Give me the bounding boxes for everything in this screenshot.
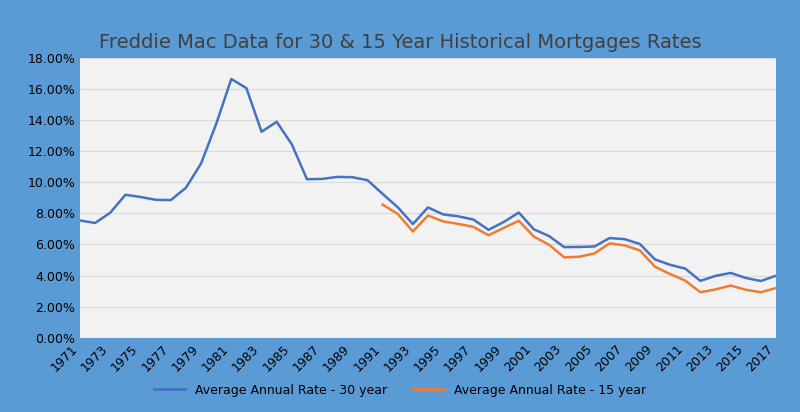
Average Annual Rate - 15 year	[454, 221, 463, 226]
Average Annual Rate - 15 year	[620, 243, 630, 248]
Average Annual Rate - 30 year	[136, 194, 146, 199]
Average Annual Rate - 30 year	[211, 122, 221, 126]
Average Annual Rate - 30 year	[347, 175, 357, 180]
Average Annual Rate - 30 year	[408, 222, 418, 227]
Average Annual Rate - 15 year	[756, 290, 766, 295]
Average Annual Rate - 30 year	[756, 279, 766, 283]
Average Annual Rate - 30 year	[438, 212, 448, 217]
Average Annual Rate - 30 year	[484, 227, 494, 232]
Average Annual Rate - 15 year	[635, 248, 645, 253]
Average Annual Rate - 30 year	[75, 218, 85, 223]
Average Annual Rate - 30 year	[454, 214, 463, 219]
Average Annual Rate - 30 year	[181, 185, 190, 190]
Average Annual Rate - 30 year	[681, 266, 690, 271]
Average Annual Rate - 15 year	[605, 241, 614, 246]
Average Annual Rate - 15 year	[469, 225, 478, 229]
Average Annual Rate - 30 year	[287, 142, 297, 147]
Average Annual Rate - 30 year	[302, 177, 312, 182]
Average Annual Rate - 15 year	[499, 225, 509, 230]
Average Annual Rate - 30 year	[605, 236, 614, 241]
Average Annual Rate - 30 year	[695, 279, 705, 283]
Average Annual Rate - 15 year	[574, 254, 584, 259]
Average Annual Rate - 30 year	[121, 192, 130, 197]
Average Annual Rate - 30 year	[378, 192, 387, 197]
Average Annual Rate - 30 year	[574, 244, 584, 249]
Average Annual Rate - 15 year	[529, 234, 538, 239]
Average Annual Rate - 30 year	[559, 245, 569, 250]
Line: Average Annual Rate - 15 year: Average Annual Rate - 15 year	[382, 205, 776, 292]
Average Annual Rate - 15 year	[393, 211, 402, 216]
Average Annual Rate - 15 year	[681, 278, 690, 283]
Average Annual Rate - 15 year	[590, 251, 599, 256]
Average Annual Rate - 30 year	[362, 178, 372, 183]
Average Annual Rate - 15 year	[438, 219, 448, 224]
Average Annual Rate - 30 year	[226, 77, 236, 82]
Average Annual Rate - 30 year	[242, 86, 251, 91]
Legend: Average Annual Rate - 30 year, Average Annual Rate - 15 year: Average Annual Rate - 30 year, Average A…	[149, 379, 651, 402]
Average Annual Rate - 30 year	[151, 197, 161, 202]
Average Annual Rate - 15 year	[514, 218, 523, 223]
Average Annual Rate - 15 year	[710, 287, 720, 292]
Average Annual Rate - 30 year	[741, 276, 750, 281]
Average Annual Rate - 15 year	[559, 255, 569, 260]
Average Annual Rate - 30 year	[499, 220, 509, 225]
Average Annual Rate - 15 year	[695, 290, 705, 295]
Average Annual Rate - 30 year	[90, 220, 100, 225]
Average Annual Rate - 30 year	[272, 119, 282, 124]
Average Annual Rate - 30 year	[590, 244, 599, 249]
Average Annual Rate - 30 year	[393, 205, 402, 210]
Average Annual Rate - 30 year	[196, 161, 206, 166]
Average Annual Rate - 30 year	[771, 273, 781, 278]
Average Annual Rate - 30 year	[333, 174, 342, 179]
Average Annual Rate - 30 year	[106, 210, 115, 215]
Average Annual Rate - 15 year	[741, 287, 750, 292]
Average Annual Rate - 15 year	[666, 272, 675, 276]
Text: Freddie Mac Data for 30 & 15 Year Historical Mortgages Rates: Freddie Mac Data for 30 & 15 Year Histor…	[98, 33, 702, 52]
Average Annual Rate - 15 year	[484, 233, 494, 238]
Average Annual Rate - 30 year	[650, 257, 660, 262]
Average Annual Rate - 30 year	[544, 234, 554, 239]
Average Annual Rate - 30 year	[666, 262, 675, 267]
Average Annual Rate - 30 year	[469, 217, 478, 222]
Average Annual Rate - 30 year	[635, 241, 645, 246]
Average Annual Rate - 15 year	[408, 229, 418, 234]
Average Annual Rate - 15 year	[378, 202, 387, 207]
Average Annual Rate - 30 year	[514, 210, 523, 215]
Average Annual Rate - 30 year	[257, 129, 266, 134]
Average Annual Rate - 30 year	[620, 236, 630, 241]
Average Annual Rate - 30 year	[529, 227, 538, 232]
Average Annual Rate - 30 year	[726, 270, 735, 275]
Average Annual Rate - 15 year	[544, 242, 554, 247]
Average Annual Rate - 30 year	[166, 198, 175, 203]
Line: Average Annual Rate - 30 year: Average Annual Rate - 30 year	[80, 79, 776, 281]
Average Annual Rate - 30 year	[318, 176, 327, 181]
Average Annual Rate - 30 year	[423, 205, 433, 210]
Average Annual Rate - 15 year	[650, 264, 660, 269]
Average Annual Rate - 30 year	[710, 274, 720, 279]
Average Annual Rate - 15 year	[771, 286, 781, 290]
Average Annual Rate - 15 year	[726, 283, 735, 288]
Average Annual Rate - 15 year	[423, 213, 433, 218]
